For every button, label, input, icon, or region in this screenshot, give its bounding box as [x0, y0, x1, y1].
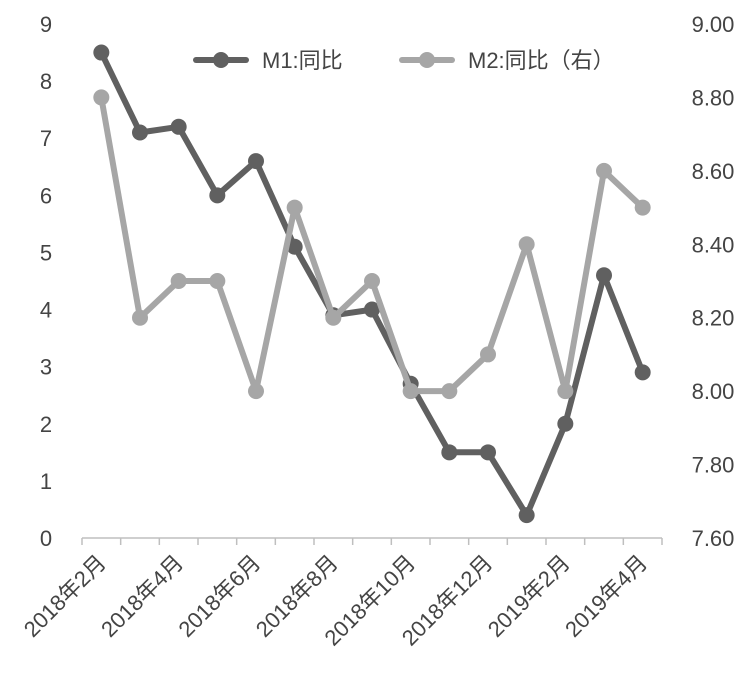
x-tick-label: 2018年2月: [19, 550, 111, 642]
y-right-tick-label: 8.20: [692, 306, 735, 331]
data-point: [441, 383, 458, 400]
legend-label: M1:同比: [262, 48, 343, 73]
y-right-tick-label: 8.60: [692, 159, 735, 184]
data-point: [480, 444, 496, 461]
y-left-tick-label: 6: [40, 183, 52, 208]
y-right-tick-label: 8.40: [692, 232, 735, 257]
data-point: [634, 199, 651, 216]
data-point: [557, 415, 574, 432]
y-right-tick-label: 7.60: [692, 526, 735, 551]
data-point: [170, 273, 187, 289]
data-point: [557, 383, 574, 400]
data-point: [93, 44, 110, 61]
legend-marker: [213, 52, 229, 68]
y-left-tick-label: 7: [40, 126, 52, 151]
data-point: [364, 301, 380, 318]
x-tick-label: 2019年4月: [560, 550, 652, 642]
y-right-tick-label: 9.00: [692, 12, 735, 37]
y-left-tick-label: 0: [40, 526, 52, 551]
data-point: [248, 153, 264, 170]
data-point: [209, 187, 226, 204]
data-point: [132, 124, 148, 141]
data-point: [364, 273, 380, 289]
data-point: [325, 309, 342, 326]
data-point: [480, 346, 496, 363]
legend: M1:同比 M2:同比（右）: [193, 48, 615, 73]
legend-label: M2:同比（右）: [468, 48, 615, 73]
data-point: [402, 383, 419, 400]
data-point: [518, 507, 535, 524]
data-point: [518, 236, 535, 253]
series-layer: [93, 44, 651, 524]
data-point: [286, 238, 303, 255]
y-left-tick-label: 2: [40, 412, 52, 437]
data-point: [596, 162, 612, 179]
data-point: [209, 273, 226, 289]
y-right-tick-label: 7.80: [692, 453, 735, 478]
legend-marker: [419, 52, 435, 68]
y-left-tick-label: 8: [40, 69, 52, 94]
data-point: [248, 383, 264, 400]
y-right-tick-label: 8.80: [692, 85, 735, 110]
data-point: [596, 267, 612, 284]
x-tick-label: 2018年4月: [96, 550, 188, 642]
y-right-tick-label: 8.00: [692, 379, 735, 404]
x-tick-label: 2019年2月: [483, 550, 575, 642]
series-line: [98, 94, 646, 395]
data-point: [286, 199, 303, 216]
y-left-tick-label: 9: [40, 12, 52, 37]
data-point: [93, 89, 110, 106]
data-point: [132, 309, 148, 326]
x-tick-label: 2018年6月: [173, 550, 265, 642]
y-left-tick-label: 1: [40, 469, 52, 494]
data-point: [170, 118, 187, 135]
y-left-tick-label: 5: [40, 240, 52, 265]
y-left-tick-label: 3: [40, 355, 52, 380]
data-point: [634, 364, 651, 381]
data-point: [441, 444, 458, 461]
y-left-tick-label: 4: [40, 298, 52, 323]
